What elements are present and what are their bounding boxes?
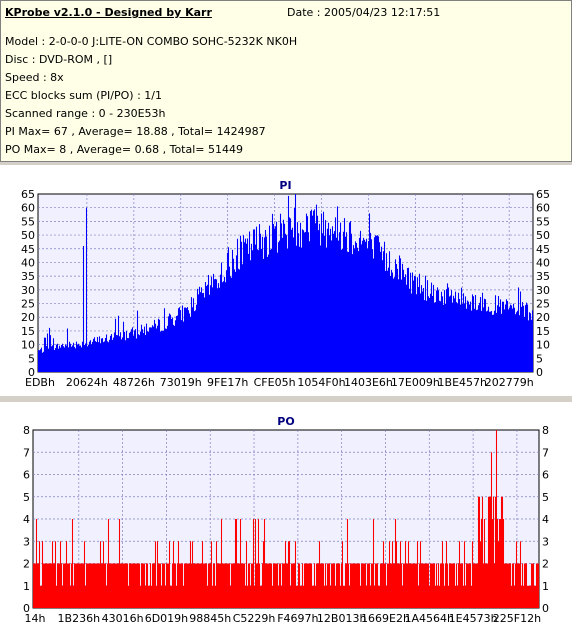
pi-xtick-2: 48726h	[113, 376, 155, 389]
po-summary-line: PO Max= 8 , Average= 0.68 , Total= 51449	[5, 143, 243, 156]
po-ytick-right-8: 8	[542, 424, 549, 437]
pi-xtick-3: 73019h	[160, 376, 202, 389]
po-xtick-4: 98845h	[189, 612, 231, 625]
pi-ytick-right-5: 5	[536, 352, 543, 365]
po-ytick-right-4: 4	[542, 513, 549, 526]
pi-ytick-right-25: 25	[536, 298, 550, 311]
po-bars	[32, 430, 540, 608]
po-chart: PO 0 0 1 1 2 2 3 3 4 4 5 5 6 6 7 7 8 8 14h 1B236h 43016h 6D019…	[23, 415, 549, 625]
pi-xtick-7: 1403E6h	[344, 376, 393, 389]
pi-ytick-left-50: 50	[21, 229, 35, 242]
po-xtick-0: 14h	[25, 612, 46, 625]
po-ytick-left-8: 8	[23, 424, 30, 437]
pi-chart-title: PI	[279, 179, 291, 192]
pi-ytick-left-25: 25	[21, 298, 35, 311]
pi-ytick-right-55: 55	[536, 215, 550, 228]
po-chart-title: PO	[277, 415, 294, 428]
po-xtick-8: 1669E2h	[361, 612, 410, 625]
pi-series	[37, 194, 534, 372]
po-xtick-7: 12B013h	[317, 612, 367, 625]
pi-ytick-left-5: 5	[28, 352, 35, 365]
po-ytick-right-3: 3	[542, 535, 549, 548]
pi-ytick-right-0: 0	[536, 366, 543, 379]
scan-date: Date : 2005/04/23 12:17:51	[287, 6, 441, 19]
pi-xtick-9: 1BE457h	[438, 376, 487, 389]
pi-ytick-left-60: 60	[21, 202, 35, 215]
info-panel: KProbe v2.1.0 - Designed by Karr Date : …	[0, 0, 572, 162]
pi-ytick-right-40: 40	[536, 256, 550, 269]
po-ytick-right-5: 5	[542, 491, 549, 504]
po-ytick-right-0: 0	[542, 602, 549, 615]
po-xtick-3: 6D019h	[145, 612, 188, 625]
range-line: Scanned range : 0 - 230E53h	[5, 107, 166, 120]
po-ytick-left-3: 3	[23, 535, 30, 548]
pi-ytick-left-20: 20	[21, 311, 35, 324]
pi-ytick-right-30: 30	[536, 284, 550, 297]
po-xtick-6: F4697h	[277, 612, 318, 625]
pi-ytick-right-60: 60	[536, 202, 550, 215]
pi-ytick-left-30: 30	[21, 284, 35, 297]
po-xtick-9: 1A4564h	[405, 612, 455, 625]
disc-line: Disc : DVD-ROM , []	[5, 53, 113, 66]
po-ytick-left-1: 1	[23, 580, 30, 593]
pi-ytick-left-45: 45	[21, 243, 35, 256]
po-ytick-right-1: 1	[542, 580, 549, 593]
po-ytick-left-0: 0	[23, 602, 30, 615]
po-ytick-right-7: 7	[542, 446, 549, 459]
po-ytick-left-7: 7	[23, 446, 30, 459]
pi-xtick-1: 20624h	[66, 376, 108, 389]
pi-xtick-8: 17E009h	[391, 376, 440, 389]
po-xtick-1: 1B236h	[58, 612, 101, 625]
pi-ytick-left-10: 10	[21, 339, 35, 352]
pi-xtick-10: 202779h	[485, 376, 534, 389]
pi-ytick-left-15: 15	[21, 325, 35, 338]
model-line: Model : 2-0-0-0 J:LITE-ON COMBO SOHC-523…	[5, 35, 298, 48]
pi-ytick-right-35: 35	[536, 270, 550, 283]
pi-xtick-4: 9FE17h	[207, 376, 248, 389]
pi-ytick-left-40: 40	[21, 256, 35, 269]
pi-ytick-right-15: 15	[536, 325, 550, 338]
po-chart-panel: PO 0 0 1 1 2 2 3 3 4 4 5 5 6 6 7 7 8 8 14h 1B236h 43016h 6D019…	[0, 402, 572, 637]
pi-ytick-left-65: 65	[21, 188, 35, 201]
pi-ytick-right-10: 10	[536, 339, 550, 352]
speed-line: Speed : 8x	[5, 71, 64, 84]
app-title: KProbe v2.1.0 - Designed by Karr	[5, 6, 212, 19]
po-xtick-11: 225F12h	[493, 612, 541, 625]
pi-bars	[37, 194, 534, 372]
ecc-line: ECC blocks sum (PI/PO) : 1/1	[5, 89, 162, 102]
pi-chart-panel: PI 0 0 5 5 10 10 15 15 20 20 25 25 30 30 35 35 40 40 45 45 50…	[0, 165, 572, 396]
pi-ytick-left-55: 55	[21, 215, 35, 228]
po-ytick-left-2: 2	[23, 558, 30, 571]
pi-ytick-right-65: 65	[536, 188, 550, 201]
po-xtick-10: 1E4573h	[449, 612, 498, 625]
po-xtick-5: C5229h	[233, 612, 276, 625]
po-ytick-left-6: 6	[23, 469, 30, 482]
po-xtick-2: 43016h	[102, 612, 144, 625]
pi-ytick-right-45: 45	[536, 243, 550, 256]
pi-ytick-left-35: 35	[21, 270, 35, 283]
pi-xtick-5: CFE05h	[254, 376, 296, 389]
po-series	[32, 430, 540, 608]
pi-xtick-6: 1054F0h	[297, 376, 345, 389]
pi-ytick-right-50: 50	[536, 229, 550, 242]
po-ytick-right-6: 6	[542, 469, 549, 482]
po-ytick-left-4: 4	[23, 513, 30, 526]
pi-summary-line: PI Max= 67 , Average= 18.88 , Total= 142…	[5, 125, 266, 138]
pi-ytick-left-0: 0	[28, 366, 35, 379]
po-ytick-left-5: 5	[23, 491, 30, 504]
pi-xtick-0: EDBh	[25, 376, 55, 389]
po-ytick-right-2: 2	[542, 558, 549, 571]
pi-ytick-right-20: 20	[536, 311, 550, 324]
